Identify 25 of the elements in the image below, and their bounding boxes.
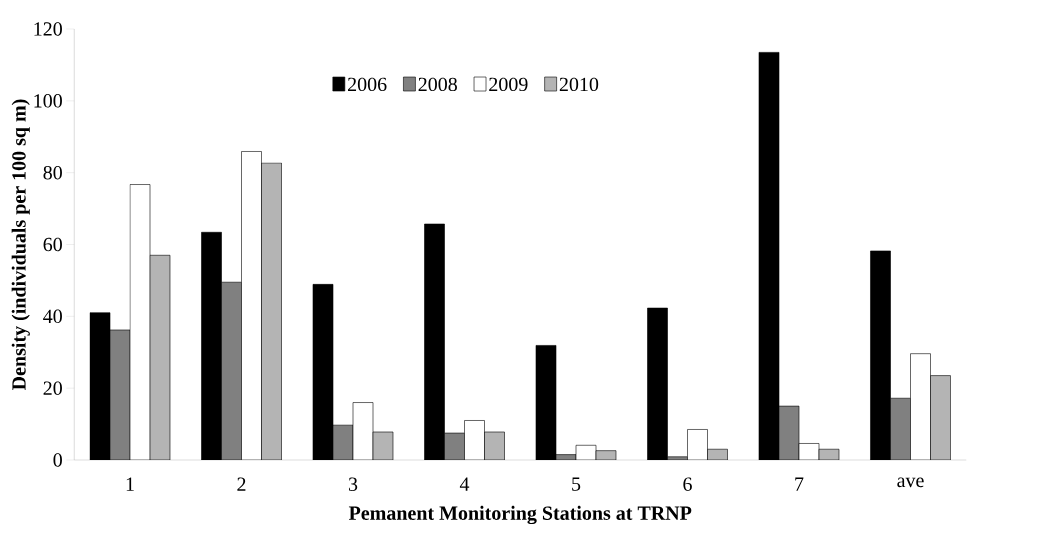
bar (221, 281, 242, 460)
legend-label: 2008 (418, 77, 457, 92)
x-tick-label: 6 (683, 477, 692, 491)
x-tick-label: 1 (126, 477, 134, 491)
x-axis-title: Pemanent Monitoring Stations at TRNP (348, 505, 692, 525)
bar (261, 162, 282, 460)
y-tick-label: 60 (43, 237, 62, 252)
bar (890, 397, 911, 460)
y-tick-label: 100 (34, 94, 62, 108)
y-tick-label: 20 (43, 381, 62, 395)
y-tick-label: 0 (53, 453, 62, 467)
y-tick-label: 40 (43, 309, 62, 324)
legend-label: 2006 (348, 77, 387, 92)
y-tick-label: 80 (43, 165, 62, 180)
x-tick-label: 3 (348, 477, 358, 491)
x-tick-label: 2 (237, 477, 246, 491)
x-tick-label: 7 (795, 477, 804, 491)
bar (930, 375, 951, 460)
x-tick-label: 4 (459, 477, 470, 491)
y-axis-title: Density (individuals per 100 sq m) (11, 99, 30, 391)
legend-label: 2009 (489, 77, 528, 92)
y-tick-label: 120 (34, 22, 62, 36)
x-tick-label: 5 (572, 477, 581, 491)
legend-label: 2010 (559, 77, 599, 92)
x-tick-label: ave (897, 477, 924, 488)
